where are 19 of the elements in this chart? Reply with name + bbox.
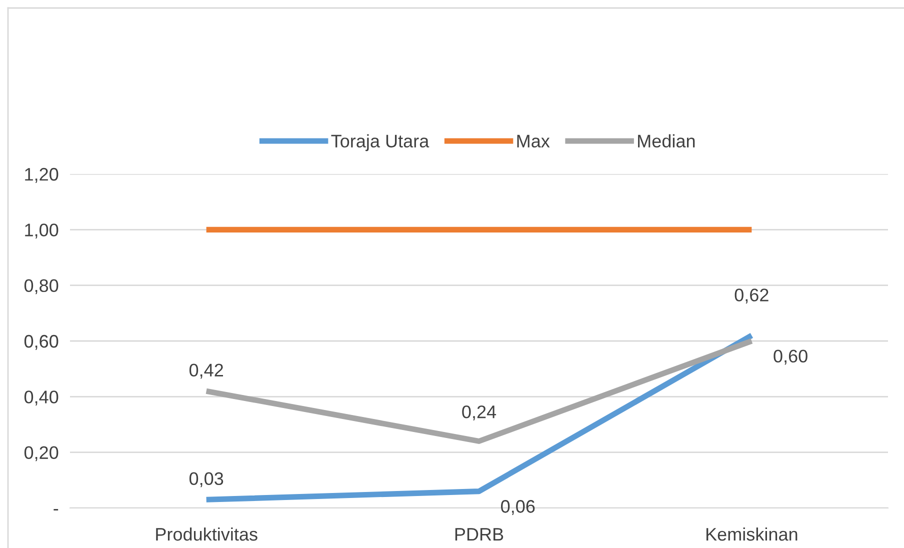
data-label: 0,60: [774, 350, 808, 365]
legend-label: Median: [638, 134, 695, 148]
y-tick-label: 0,80: [24, 279, 58, 294]
data-label: 0,42: [189, 364, 223, 379]
legend-label: Max: [517, 134, 550, 148]
y-tick-label: 0,40: [24, 390, 58, 406]
y-tick-label: 0,20: [24, 446, 58, 462]
y-tick-label: 0,60: [24, 334, 58, 350]
x-tick-label: Kemiskinan: [706, 527, 798, 541]
data-label: 0,62: [734, 288, 768, 304]
x-tick-label: PDRB: [455, 528, 504, 541]
legend-label: Toraja Utara: [331, 134, 430, 152]
y-tick-label: 1,00: [25, 224, 58, 239]
y-tick-label: -: [54, 509, 58, 510]
y-tick-label: 1,20: [25, 168, 58, 183]
data-label: 0,24: [462, 405, 496, 420]
data-label: 0,06: [501, 500, 535, 515]
data-label: 0,03: [189, 472, 224, 488]
x-tick-label: Produktivitas: [156, 527, 258, 541]
